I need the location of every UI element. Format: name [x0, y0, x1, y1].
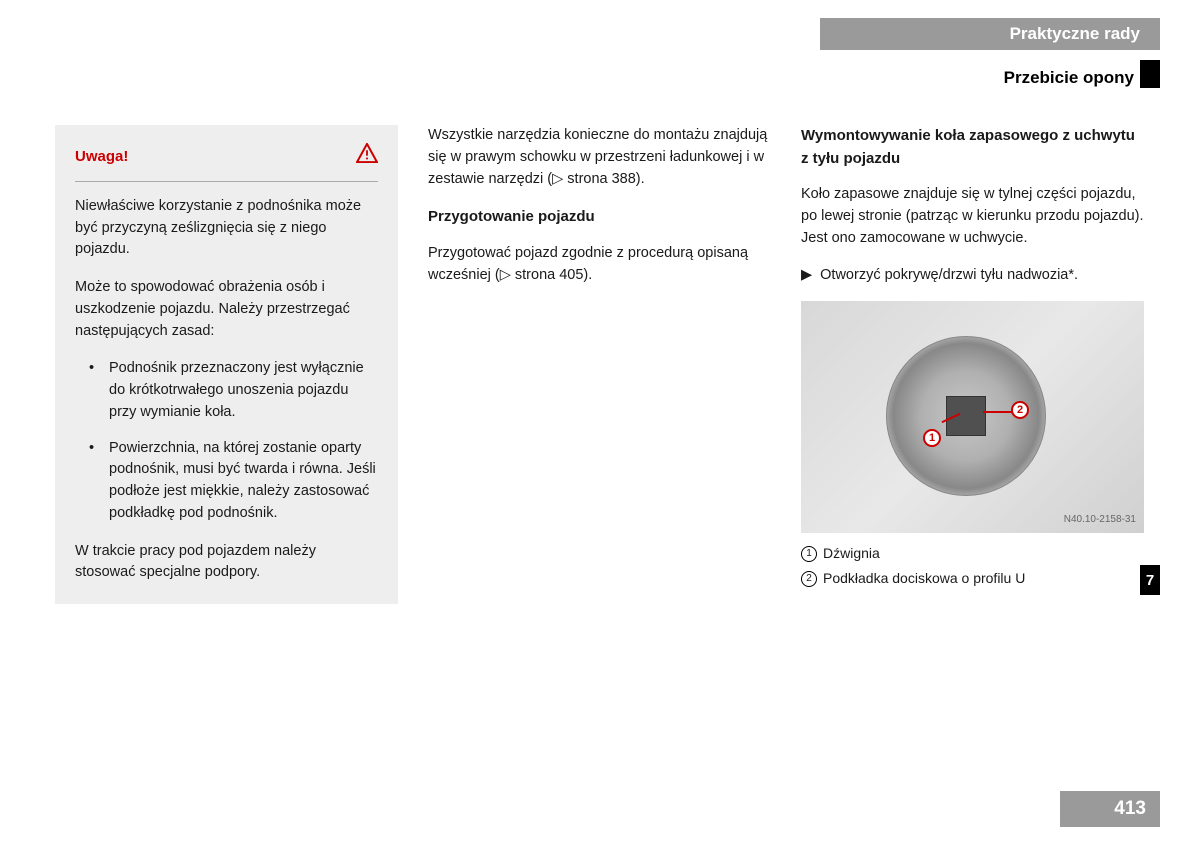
- header-category-bar: Praktyczne rady: [820, 18, 1160, 50]
- warning-header: Uwaga!: [75, 143, 378, 182]
- action-arrow-icon: ▶: [801, 265, 812, 287]
- legend-text-2: Podkładka dociskowa o profilu U: [823, 568, 1025, 589]
- col3-heading: Wymontowywanie koła zapasowego z uchwytu…: [801, 125, 1144, 170]
- col2-para-1: Wszystkie narzędzia konieczne do montażu…: [428, 125, 771, 190]
- legend-item-2: 2 Podkładka dociskowa o profilu U: [801, 568, 1144, 589]
- figure-callout-1: 1: [923, 429, 941, 447]
- column-2: Wszystkie narzędzia konieczne do montażu…: [428, 125, 771, 604]
- legend-num-2: 2: [801, 571, 817, 587]
- warning-triangle-icon: [356, 143, 378, 171]
- warning-para-1: Niewłaściwe korzystanie z podnośnika moż…: [75, 196, 378, 261]
- spare-wheel-figure: 1 2 N40.10-2158-31: [801, 301, 1144, 533]
- chapter-side-tab: 7: [1140, 565, 1160, 595]
- page-number: 413: [1114, 798, 1146, 820]
- header-category-text: Praktyczne rady: [1010, 24, 1140, 44]
- col3-action-1: ▶ Otworzyć pokrywę/drzwi tyłu nadwozia*.: [801, 265, 1144, 287]
- warning-bullet-list: Podnośnik przeznaczony jest wyłącznie do…: [75, 358, 378, 524]
- col3-para-1: Koło zapasowe znajduje się w tylnej częś…: [801, 184, 1144, 249]
- page-content: Uwaga! Niewłaściwe korzystanie z podnośn…: [55, 125, 1145, 604]
- col3-action-1-text: Otworzyć pokrywę/drzwi tyłu nadwozia*.: [820, 265, 1078, 287]
- warning-bullet-2: Powierzchnia, na której zostanie oparty …: [97, 438, 378, 525]
- figure-callout-2: 2: [1011, 401, 1029, 419]
- column-3: Wymontowywanie koła zapasowego z uchwytu…: [801, 125, 1144, 604]
- figure-reference: N40.10-2158-31: [1064, 512, 1136, 527]
- legend-item-1: 1 Dźwignia: [801, 543, 1144, 564]
- warning-bullet-1: Podnośnik przeznaczony jest wyłącznie do…: [97, 358, 378, 423]
- col2-para-2: Przygotować pojazd zgodnie z procedurą o…: [428, 243, 771, 287]
- legend-num-1: 1: [801, 546, 817, 562]
- warning-para-3: W trakcie pracy pod pojazdem należy stos…: [75, 541, 378, 585]
- page-number-box: 413: [1060, 791, 1160, 827]
- header-black-tab: [1140, 60, 1160, 88]
- warning-title: Uwaga!: [75, 146, 128, 169]
- col2-heading: Przygotowanie pojazdu: [428, 206, 771, 229]
- legend-text-1: Dźwignia: [823, 543, 880, 564]
- warning-box: Uwaga! Niewłaściwe korzystanie z podnośn…: [55, 125, 398, 604]
- figure-leader-2: [983, 411, 1013, 413]
- warning-para-2: Może to spowodować obrażenia osób i uszk…: [75, 277, 378, 342]
- column-1: Uwaga! Niewłaściwe korzystanie z podnośn…: [55, 125, 398, 604]
- section-title: Przebicie opony: [1004, 68, 1134, 88]
